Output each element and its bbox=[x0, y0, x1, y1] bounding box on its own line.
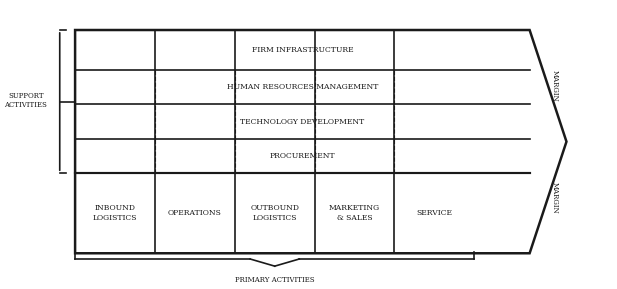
Polygon shape bbox=[75, 30, 566, 253]
Text: FIRM INFRASTRUCTURE: FIRM INFRASTRUCTURE bbox=[252, 46, 353, 54]
Text: PRIMARY ACTIVITIES: PRIMARY ACTIVITIES bbox=[235, 276, 315, 284]
Text: SERVICE: SERVICE bbox=[416, 209, 452, 217]
Text: HUMAN RESOURCES MANAGEMENT: HUMAN RESOURCES MANAGEMENT bbox=[226, 83, 378, 91]
Text: SUPPORT
ACTIVITIES: SUPPORT ACTIVITIES bbox=[4, 92, 48, 109]
Text: MARGIN: MARGIN bbox=[550, 70, 558, 102]
Text: MARKETING
& SALES: MARKETING & SALES bbox=[329, 204, 380, 223]
Text: OUTBOUND
LOGISTICS: OUTBOUND LOGISTICS bbox=[251, 204, 299, 223]
Text: INBOUND
LOGISTICS: INBOUND LOGISTICS bbox=[93, 204, 137, 223]
Text: TECHNOLOGY DEVELOPMENT: TECHNOLOGY DEVELOPMENT bbox=[240, 118, 365, 126]
Text: OPERATIONS: OPERATIONS bbox=[168, 209, 222, 217]
Text: MARGIN: MARGIN bbox=[550, 181, 558, 213]
Text: PROCUREMENT: PROCUREMENT bbox=[270, 152, 335, 160]
